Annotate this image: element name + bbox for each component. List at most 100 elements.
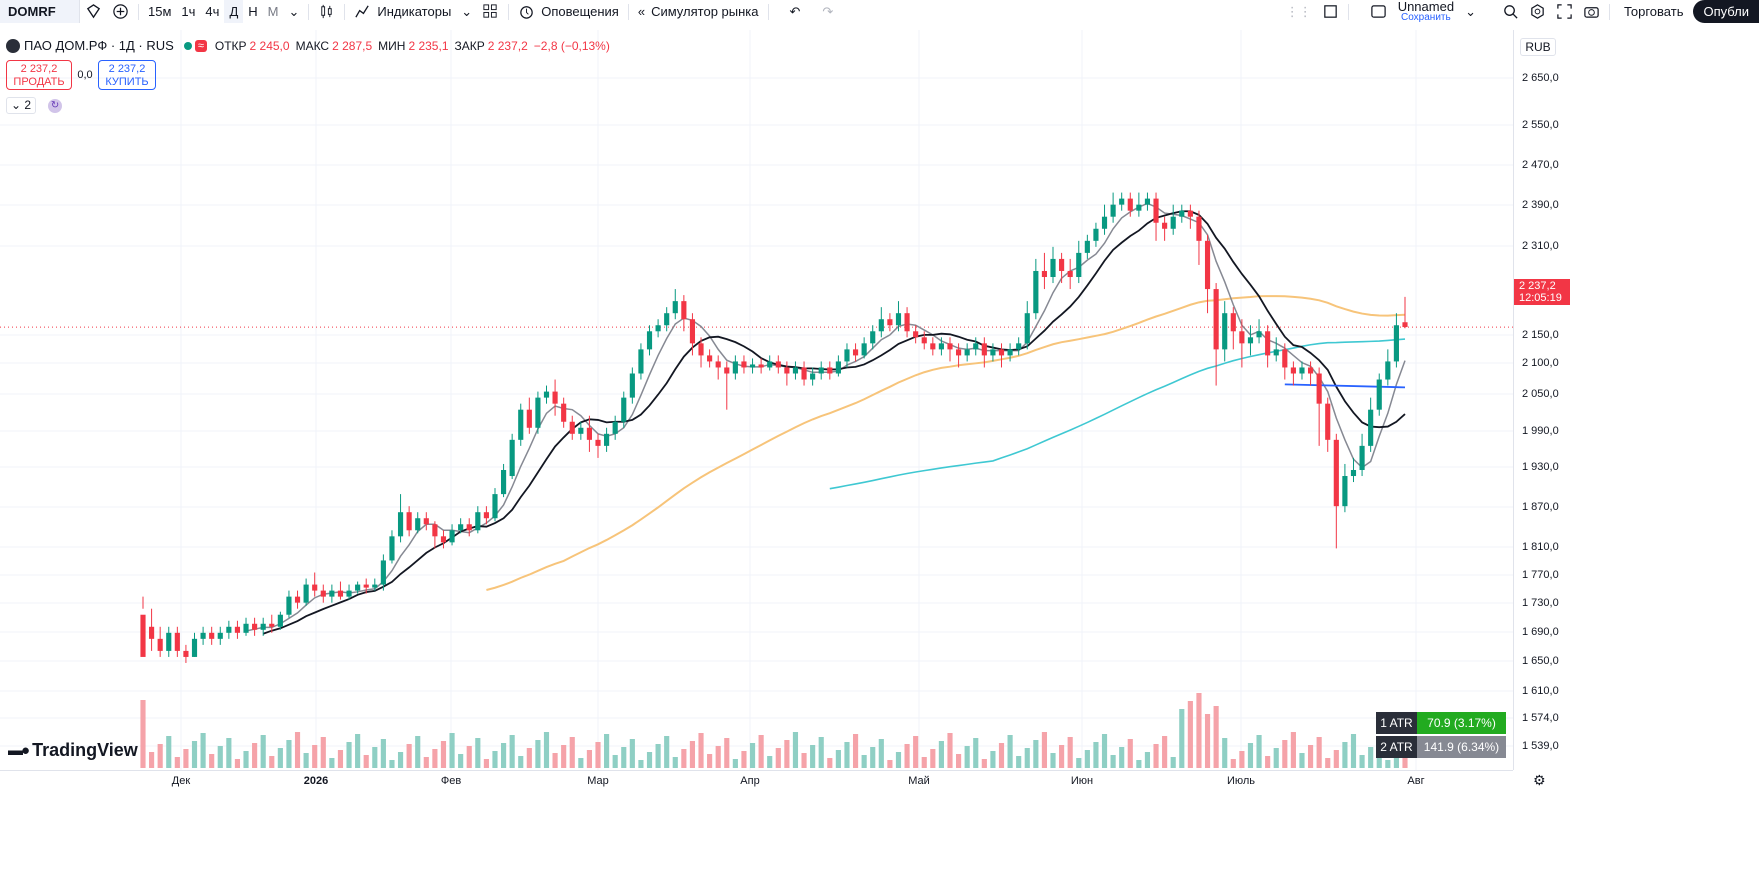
candle[interactable]: [183, 650, 189, 657]
candle[interactable]: [998, 349, 1005, 356]
candle[interactable]: [784, 367, 790, 374]
candle[interactable]: [1222, 313, 1228, 350]
candle[interactable]: [518, 409, 524, 440]
candle[interactable]: [415, 518, 421, 531]
candle[interactable]: [329, 590, 335, 597]
candle[interactable]: [595, 439, 601, 446]
candle[interactable]: [741, 361, 747, 368]
candle[interactable]: [913, 331, 919, 338]
tradingview-logo[interactable]: ▬● TradingView: [8, 740, 138, 761]
candle[interactable]: [346, 590, 352, 597]
candle[interactable]: [1325, 403, 1331, 440]
candle[interactable]: [355, 584, 361, 591]
candle[interactable]: [1144, 198, 1151, 205]
candle[interactable]: [209, 632, 215, 639]
ma-black-line[interactable]: [262, 210, 1406, 635]
candle[interactable]: [1110, 204, 1116, 217]
candle[interactable]: [707, 355, 713, 362]
candle[interactable]: [1376, 379, 1382, 410]
candle[interactable]: [1342, 476, 1348, 507]
candle[interactable]: [423, 518, 429, 525]
candle[interactable]: [1007, 349, 1013, 356]
candle[interactable]: [904, 313, 910, 332]
price-chart[interactable]: [0, 30, 1513, 770]
candle[interactable]: [509, 439, 515, 477]
candle[interactable]: [543, 391, 550, 398]
candle[interactable]: [432, 524, 438, 537]
price-axis[interactable]: RUB 2 650,0 2 550,0 2 470,0 2 390,0 2 31…: [1513, 30, 1759, 770]
candle[interactable]: [1247, 337, 1254, 344]
candle[interactable]: [810, 373, 816, 380]
select-layout-icon[interactable]: [1317, 0, 1344, 23]
save-link[interactable]: Сохранить: [1401, 11, 1451, 23]
candle[interactable]: [586, 427, 592, 440]
candle[interactable]: [604, 433, 610, 446]
candle[interactable]: [775, 361, 781, 368]
candle[interactable]: [569, 421, 575, 434]
candle[interactable]: [286, 596, 292, 615]
candle[interactable]: [294, 596, 301, 603]
favorite-icon[interactable]: [80, 0, 107, 23]
candle[interactable]: [818, 367, 824, 374]
candle[interactable]: [1041, 270, 1048, 278]
candle[interactable]: [1316, 373, 1322, 404]
candle[interactable]: [1307, 367, 1314, 374]
candle[interactable]: [578, 427, 584, 434]
candle[interactable]: [526, 409, 532, 428]
candle[interactable]: [655, 325, 661, 332]
candle[interactable]: [981, 343, 987, 356]
candle[interactable]: [561, 403, 567, 422]
chart-settings-gear-icon[interactable]: ⚙: [1533, 772, 1546, 788]
candle[interactable]: [732, 361, 738, 374]
candle[interactable]: [715, 361, 721, 368]
candle[interactable]: [827, 367, 833, 374]
candle[interactable]: [140, 614, 146, 657]
candle[interactable]: [870, 331, 876, 344]
candle[interactable]: [698, 343, 704, 356]
candle[interactable]: [1179, 210, 1185, 217]
indicators-button[interactable]: Индикаторы: [349, 0, 456, 23]
candle[interactable]: [277, 614, 283, 627]
candle[interactable]: [1170, 216, 1176, 229]
candle[interactable]: [1127, 198, 1133, 211]
candle[interactable]: [1153, 198, 1159, 223]
refresh-icon[interactable]: ↻: [48, 98, 63, 113]
candle[interactable]: [535, 397, 541, 428]
interval-1h[interactable]: 1ч: [181, 4, 196, 19]
candle[interactable]: [226, 626, 232, 633]
sell-button[interactable]: 2 237,2 ПРОДАТЬ: [6, 60, 72, 90]
candle[interactable]: [1033, 270, 1039, 314]
candle[interactable]: [1050, 258, 1056, 278]
candle[interactable]: [500, 469, 507, 495]
candle[interactable]: [166, 632, 172, 651]
layout-name[interactable]: Unnamed Сохранить: [1392, 0, 1460, 23]
candle[interactable]: [1101, 216, 1108, 229]
candle[interactable]: [406, 512, 412, 531]
ma-orange-line[interactable]: [486, 295, 1406, 591]
fullscreen-icon[interactable]: [1551, 0, 1578, 23]
delay-badge[interactable]: ≈: [194, 39, 207, 52]
candle[interactable]: [758, 364, 764, 368]
candle[interactable]: [449, 530, 455, 543]
candle[interactable]: [672, 301, 678, 314]
candle[interactable]: [1187, 210, 1193, 217]
candle[interactable]: [1359, 445, 1365, 470]
candle[interactable]: [269, 623, 275, 627]
candle[interactable]: [1093, 228, 1099, 241]
chevron-down-icon[interactable]: ⌄: [288, 3, 300, 19]
candle[interactable]: [887, 319, 893, 326]
buy-button[interactable]: 2 237,2 КУПИТЬ: [98, 60, 156, 90]
ma-cyan-line[interactable]: [829, 338, 1406, 490]
candle[interactable]: [861, 343, 867, 356]
candle[interactable]: [895, 313, 902, 326]
candle[interactable]: [217, 632, 223, 639]
ma-gray-line[interactable]: [245, 202, 1406, 632]
collapse-indicators-button[interactable]: ⌄ 2: [6, 97, 37, 114]
candle[interactable]: [689, 319, 696, 344]
quick-search-icon[interactable]: [1497, 0, 1524, 23]
candle[interactable]: [458, 524, 464, 531]
candle[interactable]: [621, 397, 627, 422]
interval-1w[interactable]: Н: [248, 4, 258, 19]
candle[interactable]: [1393, 325, 1399, 362]
candle[interactable]: [938, 343, 944, 350]
